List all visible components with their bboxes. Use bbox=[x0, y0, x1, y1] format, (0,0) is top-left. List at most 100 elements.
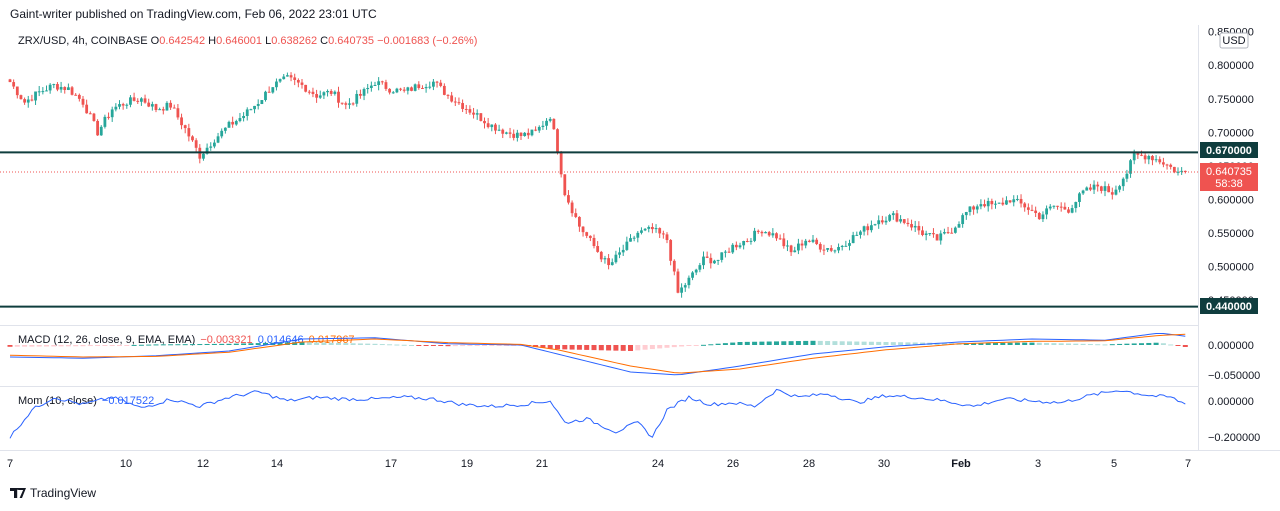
candle-up bbox=[286, 75, 289, 77]
low-value: 0.638262 bbox=[271, 35, 318, 47]
candle-down bbox=[359, 93, 362, 96]
candle-up bbox=[859, 231, 862, 235]
currency-badge[interactable] bbox=[1219, 32, 1249, 49]
candle-up bbox=[424, 87, 428, 89]
candle-up bbox=[220, 130, 224, 137]
candle-up bbox=[234, 121, 238, 125]
macd-hist-bar bbox=[138, 344, 144, 346]
candle-up bbox=[490, 124, 494, 128]
tradingview-logo[interactable]: TradingView bbox=[10, 486, 96, 500]
candle-down bbox=[1136, 153, 1140, 155]
macd-hist-bar bbox=[124, 345, 130, 346]
candle-up bbox=[67, 87, 70, 90]
candle-down bbox=[180, 117, 183, 126]
candle-down bbox=[807, 240, 811, 242]
macd-hist-bar bbox=[1014, 342, 1020, 345]
candle-up bbox=[355, 93, 359, 104]
candle-up bbox=[1103, 186, 1107, 191]
candle-down bbox=[778, 238, 782, 240]
macd-hist-bar bbox=[715, 343, 721, 345]
candle-down bbox=[289, 75, 293, 78]
candle-down bbox=[745, 240, 749, 242]
candle-down bbox=[340, 102, 344, 104]
macd-hist-bar bbox=[993, 342, 998, 345]
candle-up bbox=[530, 129, 534, 136]
macd-hist-bar bbox=[175, 344, 181, 346]
price-axis: 0.8500000.8000000.7500000.7000000.650000… bbox=[1208, 27, 1254, 307]
candle-up bbox=[837, 247, 840, 251]
candle-down bbox=[169, 102, 172, 108]
candle-up bbox=[884, 220, 888, 223]
candle-up bbox=[943, 232, 946, 234]
candle-down bbox=[121, 104, 125, 106]
candle-down bbox=[917, 225, 921, 231]
change-value: −0.001683 (−0.26%) bbox=[377, 35, 478, 47]
macd-hist-bar bbox=[80, 345, 86, 347]
candle-down bbox=[1023, 203, 1027, 208]
macd-hist-bar bbox=[51, 345, 57, 347]
macd-hist-bar bbox=[452, 345, 458, 347]
candle-up bbox=[45, 90, 48, 92]
candle-down bbox=[483, 120, 486, 124]
candle-up bbox=[862, 226, 866, 232]
candle-down bbox=[895, 213, 899, 222]
candle-down bbox=[315, 94, 318, 98]
macd-hist-bar bbox=[744, 341, 750, 345]
symbol-legend[interactable]: ZRX/USD, 4h, COINBASE O0.642542 H0.64600… bbox=[18, 35, 477, 47]
candle-up bbox=[873, 224, 877, 226]
macd-legend[interactable]: MACD (12, 26, close, 9, EMA, EMA) −0.003… bbox=[18, 334, 357, 346]
candle-up bbox=[548, 118, 552, 121]
candle-down bbox=[1158, 159, 1162, 163]
candle-down bbox=[329, 90, 333, 94]
upper-level-value: 0.670000 bbox=[1206, 145, 1252, 157]
macd-hist-bar bbox=[810, 340, 816, 345]
macd-hist-bar bbox=[182, 344, 188, 346]
candle-up bbox=[724, 251, 727, 253]
candle-up bbox=[26, 99, 30, 103]
candle-up bbox=[1176, 171, 1180, 173]
macd-hist-bar bbox=[701, 344, 706, 346]
candle-down bbox=[709, 257, 713, 264]
candle-up bbox=[475, 113, 479, 115]
candle-down bbox=[1067, 209, 1070, 213]
candle-up bbox=[654, 228, 658, 230]
candle-up bbox=[844, 245, 848, 247]
candle-up bbox=[603, 258, 607, 260]
price-tick-label: 0.500000 bbox=[1208, 261, 1254, 273]
time-tick-label: 5 bbox=[1111, 458, 1117, 470]
macd-hist-bar bbox=[569, 345, 575, 350]
macd-hist-bar bbox=[65, 345, 71, 347]
macd-hist-bar bbox=[372, 343, 378, 345]
candle-up bbox=[833, 250, 837, 252]
candle-down bbox=[1096, 184, 1100, 187]
candle-up bbox=[366, 87, 370, 90]
candle-down bbox=[822, 249, 826, 251]
candle-down bbox=[756, 230, 760, 232]
candle-down bbox=[990, 200, 994, 205]
candle-up bbox=[953, 227, 957, 233]
candle-up bbox=[1070, 208, 1074, 213]
candle-up bbox=[150, 104, 154, 107]
candle-down bbox=[468, 109, 472, 113]
macd-hist-bar bbox=[321, 342, 327, 345]
macd-hist-bar bbox=[1044, 342, 1050, 345]
candle-up bbox=[848, 243, 851, 246]
candle-down bbox=[782, 238, 786, 247]
candle-down bbox=[30, 99, 34, 101]
candle-up bbox=[1180, 170, 1184, 172]
macd-hist-bar bbox=[781, 341, 787, 345]
macd-hist-bar bbox=[1080, 343, 1086, 345]
candle-up bbox=[1074, 201, 1078, 209]
time-tick-label: 30 bbox=[878, 458, 890, 470]
time-tick-label: 10 bbox=[120, 458, 132, 470]
candle-up bbox=[683, 285, 687, 288]
candle-up bbox=[749, 240, 753, 242]
candle-down bbox=[8, 79, 12, 83]
candle-up bbox=[793, 250, 797, 253]
macd-hist-bar bbox=[1131, 343, 1137, 345]
macd-hist-bar bbox=[496, 345, 502, 346]
candle-up bbox=[110, 109, 114, 118]
candle-up bbox=[975, 206, 979, 210]
candle-up bbox=[877, 220, 881, 225]
